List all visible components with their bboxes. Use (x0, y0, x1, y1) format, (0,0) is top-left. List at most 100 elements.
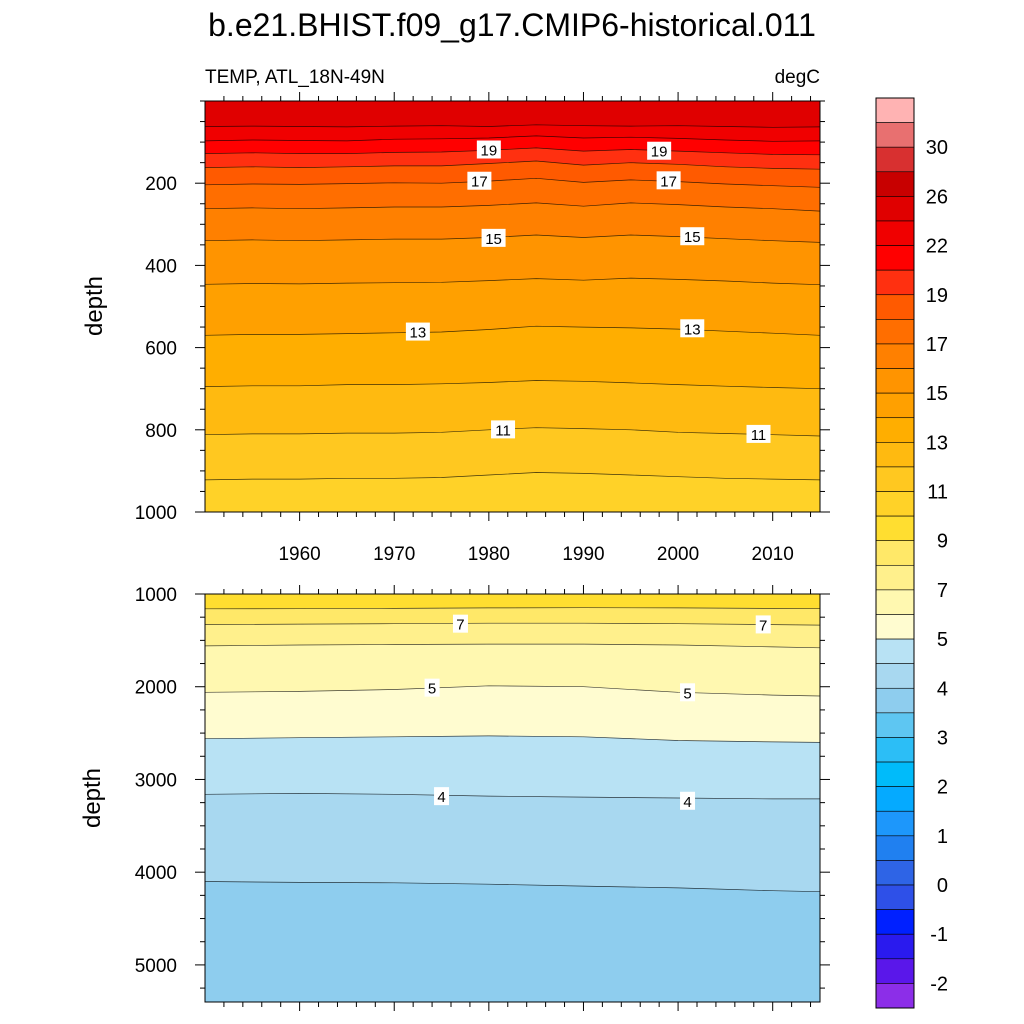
upper-depth-panel: 19 19 17 17 15 15 13 13 11 11 1960 1970 1980 1990 200… (81, 92, 830, 565)
colorbar-box (875, 638, 915, 664)
upper-plot-frame (204, 100, 821, 513)
contour-line (204, 793, 820, 800)
contour-line (204, 124, 821, 128)
contour-label-box (755, 615, 771, 634)
colorbar-box (875, 687, 915, 714)
colorbar-label: -2 (930, 973, 948, 995)
colorbar-box (875, 540, 915, 566)
contour-label: 17 (660, 173, 677, 190)
contour-line (204, 177, 821, 188)
contour-label-box (656, 171, 681, 190)
contour-label: 19 (651, 144, 668, 161)
colorbar-box (875, 884, 915, 910)
colorbar-box (875, 97, 915, 123)
y-tick-label: 800 (145, 421, 177, 442)
contour-label: 11 (751, 427, 767, 444)
colorbar-labels: 30 26 22 19 17 15 13 11 9 7 5 4 3 2 1 0 -1 -2 (926, 137, 948, 995)
panel-left-title: TEMP, ATL_18N-49N (205, 67, 385, 88)
contour-label-box (680, 791, 696, 810)
colorbar-box (875, 933, 915, 960)
contour-band (204, 793, 821, 892)
contour-line (204, 472, 821, 481)
contour-label-box (424, 678, 440, 697)
colorbar-box (875, 319, 915, 345)
contour-line (204, 135, 821, 142)
contour-label: 4 (683, 794, 691, 811)
lower-axis-ticks (195, 585, 830, 1011)
lower-depth-panel: 7 7 5 5 4 4 1000 2000 3000 4000 5000 depth (79, 585, 830, 1011)
colorbar-box (875, 958, 915, 984)
contour-line (204, 202, 821, 212)
contour-label: 7 (759, 617, 767, 634)
contour-line (204, 685, 821, 697)
upper-axis-labels: 1960 1970 1980 1990 2000 2010 200 400 600 800 1000 (135, 174, 794, 565)
contour-band (204, 325, 821, 390)
contour-label-box (680, 683, 696, 702)
colorbar-box (875, 196, 915, 222)
contour-label-box (476, 140, 501, 159)
x-tick-label: 1980 (468, 544, 510, 565)
colorbar-label: 4 (937, 678, 948, 700)
colorbar-label: 26 (926, 186, 948, 208)
contour-label-box (405, 322, 430, 341)
contour-label: 13 (410, 325, 427, 342)
y-tick-label: 4000 (135, 863, 177, 884)
colorbar-label: 2 (937, 777, 948, 799)
lower-axis-labels: 1000 2000 3000 4000 5000 (135, 585, 177, 977)
colorbar-box (875, 417, 915, 443)
colorbar-box (875, 515, 915, 542)
colorbar-box (875, 835, 915, 861)
colorbar-box (875, 269, 915, 296)
contour-label-box (680, 319, 705, 338)
x-tick-label: 1990 (562, 544, 604, 565)
contour-label: 7 (456, 617, 464, 634)
contour-band (204, 607, 821, 626)
y-tick-label: 5000 (135, 956, 177, 977)
panel-right-title: degC (775, 67, 820, 88)
colorbar-label: 5 (937, 629, 948, 651)
contour-band (204, 881, 821, 1003)
contour-label: 5 (428, 681, 436, 698)
colorbar-box (875, 761, 915, 787)
upper-contour-lines (204, 124, 821, 481)
contour-band (204, 685, 821, 743)
colorbar-box (875, 810, 915, 837)
contour-label: 17 (471, 174, 488, 191)
colorbar-label: 17 (926, 334, 948, 356)
y-tick-label: 2000 (135, 678, 177, 699)
colorbar-label: 3 (937, 727, 948, 749)
contour-label-box (647, 141, 672, 160)
contour-line (204, 277, 821, 286)
colorbar-box (875, 589, 915, 615)
contour-label: 19 (481, 142, 498, 159)
contour-band (204, 277, 821, 336)
colorbar-box (875, 245, 915, 271)
colorbar-box (875, 909, 915, 935)
contour-line (204, 607, 821, 610)
colorbar-box (875, 392, 915, 419)
contour-label: 4 (437, 789, 445, 806)
y-tick-label: 200 (145, 174, 177, 195)
colorbar-box (875, 368, 915, 394)
contour-label-box (481, 228, 506, 247)
lower-ylabel: depth (79, 768, 106, 828)
colorbar-label: 13 (926, 432, 948, 454)
contour-label-box (746, 424, 771, 443)
colorbar-box (875, 786, 915, 812)
lower-contour-lines (204, 607, 821, 893)
colorbar-box (875, 220, 915, 246)
colorbar-frame (875, 97, 915, 1009)
contour-label-box (467, 171, 492, 190)
colorbar-box (875, 343, 915, 369)
x-tick-label: 1970 (373, 544, 415, 565)
colorbar-box (875, 860, 915, 886)
colorbar-box (875, 442, 915, 468)
colorbar-box (875, 171, 915, 197)
lower-contour-labels: 7 7 5 5 4 4 (424, 614, 771, 811)
x-tick-label: 1960 (278, 544, 320, 565)
upper-axis-ticks (195, 92, 830, 521)
colorbar-box (875, 663, 915, 689)
colorbar-box (875, 466, 915, 492)
colorbar-label: 19 (926, 285, 948, 307)
